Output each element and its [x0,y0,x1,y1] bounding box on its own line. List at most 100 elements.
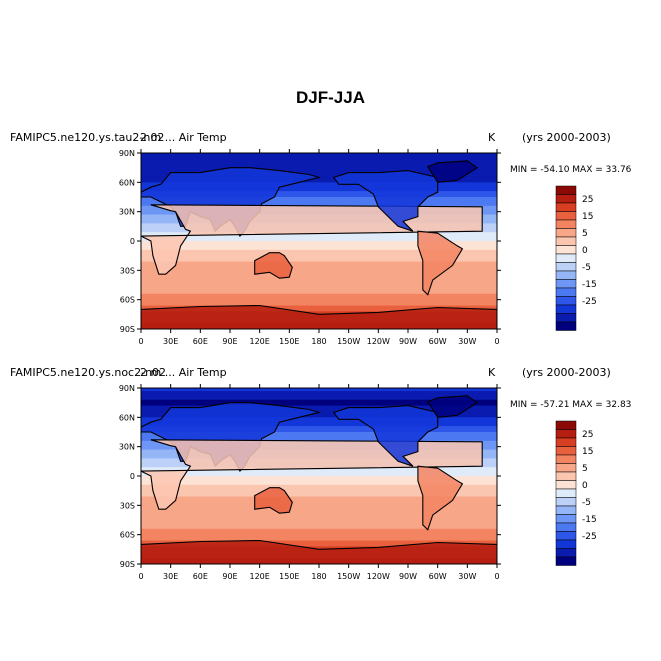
land-fill-antarctica [141,305,497,329]
colorbar-label: -5 [582,263,591,273]
heat-band [141,299,497,304]
y-tick-label: 60S [120,531,135,540]
heat-band [141,188,497,192]
panel-2-years: (yrs 2000-2003) [522,366,611,379]
heat-band [141,426,497,430]
heat-band [141,179,497,183]
heat-band [141,514,497,518]
heat-band [141,490,497,495]
land-fill-samerica [417,466,463,530]
heat-band [141,496,497,501]
x-tick-label: 0 [494,572,499,581]
heat-band [141,473,497,477]
x-tick-label: 60E [193,572,208,581]
y-tick-label: 30N [119,443,135,452]
colorbar-swatch [555,505,577,515]
x-tick-label: 120E [250,337,270,346]
land-fill-australia [254,487,293,514]
y-tick-label: 90N [119,149,135,158]
heat-band [141,408,497,413]
x-tick-label: 30W [458,337,476,346]
heat-band [141,249,497,254]
land-fill-namerica [333,170,438,232]
coastline-namerica [332,170,439,232]
colorbar-label: 15 [582,212,593,222]
colorbar-label: 0 [582,246,588,256]
heat-band [141,420,497,424]
heat-band [141,202,497,207]
heat-band [141,517,497,521]
x-tick-label: 120W [367,337,390,346]
colorbar-swatch [555,548,577,558]
coastline-africa [141,204,483,275]
heat-band [141,437,497,442]
x-tick-label: 30E [163,572,178,581]
colorbar-swatch [555,522,577,532]
heat-band [141,279,497,283]
colorbar-swatch [555,429,577,439]
heat-band [141,167,497,172]
heat-band [141,194,497,198]
colorbar-label: -15 [582,280,597,290]
x-tick-label: 60W [429,572,447,581]
heat-band [141,493,497,498]
x-tick-label: 90E [222,572,237,581]
y-tick-label: 0 [130,237,135,246]
panel-1-stats: MIN = -54.10 MAX = 33.76 [510,165,632,175]
land-fill-greenland [427,395,478,418]
colorbar-label: 25 [582,430,593,440]
main-title: DJF-JJA [296,88,365,107]
heat-band [141,170,497,175]
colorbar-swatch [555,514,577,524]
coastline-greenland [426,395,479,418]
land-fill-greenland [427,160,478,183]
land-fill-samerica [417,231,463,295]
x-tick-label: 60E [193,337,208,346]
panel-1-years: (yrs 2000-2003) [522,131,611,144]
colorbar-swatch [555,437,577,447]
panel-1-left-label: FAMIPC5.ne120.ys.tau2-n02 [10,131,165,144]
heat-band [141,173,497,178]
colorbar-label: 5 [582,464,588,474]
x-tick-label: 90W [399,572,417,581]
heat-band [141,161,497,166]
map-panel-2: 0 30E 60E 90E 120E 150E 180 150W 120W 90W 60W 30W 09… [119,384,501,581]
colorbar-swatch [555,454,577,464]
x-tick-label: 30E [163,337,178,346]
heat-band [141,255,497,260]
heat-band [141,414,497,418]
x-tick-label: 150E [279,572,299,581]
colorbar-label: 15 [582,447,593,457]
x-tick-label: 90E [222,337,237,346]
heat-band [141,540,497,545]
colorbar-swatch [555,270,577,280]
heat-band [141,405,497,410]
colorbar-swatch [555,420,577,430]
coastline-australia [254,487,293,514]
coastline-antarctica [141,304,497,329]
x-tick-label: 180 [311,572,326,581]
heat-band [141,282,497,286]
colorbar-swatch [555,480,577,490]
heat-band [141,302,497,307]
panel-2-stats: MIN = -57.21 MAX = 32.83 [510,400,632,410]
heat-band [141,487,497,492]
y-tick-label: 60S [120,296,135,305]
coastline-australia [254,252,293,279]
colorbar-label: 0 [582,481,588,491]
x-tick-label: 120E [250,572,270,581]
heat-band [141,164,497,169]
y-tick-label: 90S [120,560,135,569]
colorbar-swatch [555,321,577,331]
heat-band [141,399,497,404]
y-tick-label: 60N [119,178,135,187]
heat-band [141,396,497,401]
x-tick-label: 150W [337,572,360,581]
colorbar-label: -5 [582,498,591,508]
heat-band [141,484,497,489]
heat-band [141,267,497,271]
heat-band [141,285,497,289]
heat-band [141,505,497,509]
x-tick-label: 30W [458,572,476,581]
y-tick-label: 30S [120,266,135,275]
